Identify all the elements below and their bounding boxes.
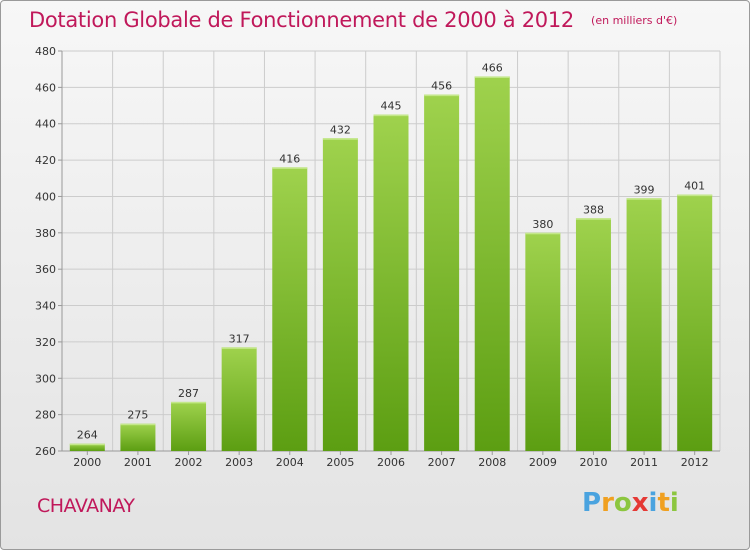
bar-2006	[373, 114, 409, 452]
bar-highlight	[69, 443, 105, 446]
bar-highlight	[474, 76, 510, 78]
bar-highlight	[626, 198, 662, 200]
bar-2009	[525, 232, 561, 451]
bar-2001	[120, 423, 156, 451]
data-label: 466	[482, 61, 503, 74]
data-label: 287	[178, 387, 199, 400]
y-tick-label: 340	[35, 300, 56, 313]
brand-letter: i	[648, 488, 658, 518]
bar-highlight	[575, 218, 611, 220]
data-label: 399	[634, 183, 655, 196]
data-label: 401	[684, 180, 705, 193]
bar-2012	[677, 194, 713, 452]
x-tick-label: 2009	[529, 456, 557, 469]
y-tick-label: 320	[35, 336, 56, 349]
bar-2005	[322, 138, 358, 452]
y-tick-label: 260	[35, 445, 56, 458]
x-tick-label: 2000	[73, 456, 101, 469]
bar-highlight	[525, 232, 561, 235]
bar-highlight	[677, 194, 713, 197]
labels: 264 275 287 317 416 432 445 456 466 380 388 399 401	[77, 61, 705, 441]
bar-2007	[424, 94, 460, 452]
y-tick-label: 460	[35, 81, 56, 94]
y-tick-label: 400	[35, 190, 56, 203]
chart-title: Dotation Globale de Fonctionnement de 20…	[29, 8, 574, 32]
brand-letter: i	[669, 488, 679, 518]
brand-letter: r	[601, 488, 614, 518]
y-tick-label: 480	[35, 45, 56, 58]
bar-2010	[575, 218, 611, 451]
chart-subtitle: (en milliers d'€)	[591, 14, 678, 27]
brand-logo: Proxiti	[582, 488, 679, 518]
bar-highlight	[171, 401, 207, 404]
y-tick-label: 420	[35, 154, 56, 167]
y-tick-label: 300	[35, 372, 56, 385]
data-label: 445	[381, 100, 402, 113]
place-name: CHAVANAY	[37, 495, 135, 517]
x-tick-label: 2001	[124, 456, 152, 469]
bar-2008	[474, 76, 510, 452]
bar-2011	[626, 198, 662, 451]
title-row: Dotation Globale de Fonctionnement de 20…	[29, 8, 677, 32]
y-tick-label: 280	[35, 409, 56, 422]
x-tick-label: 2010	[579, 456, 607, 469]
bar-highlight	[373, 114, 409, 117]
bars	[69, 76, 713, 452]
data-label: 275	[127, 409, 148, 422]
data-label: 317	[229, 332, 250, 345]
data-label: 380	[532, 218, 553, 231]
x-tick-label: 2003	[225, 456, 253, 469]
bar-highlight	[322, 138, 358, 140]
bar-2002	[171, 401, 207, 451]
bar-2004	[272, 167, 308, 451]
brand-letter: t	[657, 488, 670, 518]
data-label: 264	[77, 429, 98, 442]
x-tick-label: 2007	[428, 456, 456, 469]
x-tick-label: 2005	[326, 456, 354, 469]
x-tick-label: 2006	[377, 456, 405, 469]
data-label: 388	[583, 203, 604, 216]
brand-letter: x	[631, 488, 649, 518]
y-tick-label: 360	[35, 263, 56, 276]
bar-highlight	[221, 347, 257, 349]
x-tick-label: 2008	[478, 456, 506, 469]
brand-letter: P	[582, 488, 602, 518]
data-label: 416	[279, 152, 300, 165]
y-tick-label: 380	[35, 227, 56, 240]
x-tick-label: 2012	[681, 456, 709, 469]
y-tick-label: 440	[35, 118, 56, 131]
bar-highlight	[272, 167, 308, 169]
bar-2003	[221, 347, 257, 451]
x-tick-label: 2002	[175, 456, 203, 469]
x-tick-label: 2004	[276, 456, 304, 469]
data-label: 432	[330, 123, 351, 136]
brand-letter: o	[613, 488, 632, 518]
bar-highlight	[120, 423, 156, 426]
x-tick-label: 2011	[630, 456, 658, 469]
data-label: 456	[431, 80, 452, 93]
bar-2000	[69, 443, 105, 451]
bar-highlight	[424, 94, 460, 97]
